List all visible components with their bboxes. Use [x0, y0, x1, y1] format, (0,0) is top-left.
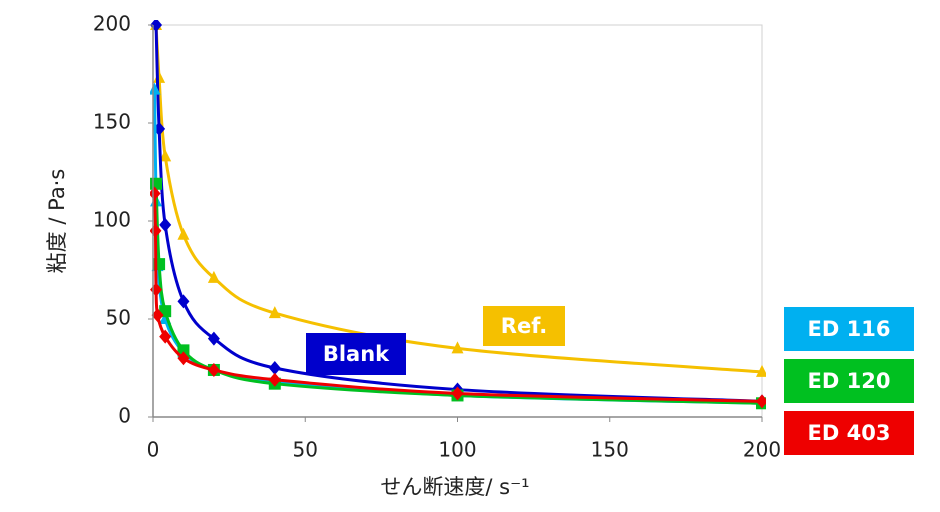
y-tick-label: 150	[93, 110, 131, 134]
series-line	[154, 183, 763, 405]
series-label: Ref.	[501, 314, 547, 338]
x-tick-label: 200	[743, 438, 781, 462]
marker	[150, 20, 163, 32]
marker	[268, 372, 281, 387]
y-axis-label: 粘度 / Pa·s	[45, 169, 69, 274]
y-tick-label: 0	[118, 404, 131, 428]
marker	[159, 149, 172, 162]
marker	[177, 344, 190, 357]
marker	[177, 351, 190, 366]
x-tick-label: 50	[293, 438, 318, 462]
y-tick-label: 100	[93, 208, 131, 232]
marker	[151, 308, 164, 323]
marker	[150, 177, 163, 190]
marker	[756, 364, 766, 377]
x-tick-label: 100	[438, 438, 476, 462]
series-label: ED 403	[808, 421, 891, 445]
series-label-box	[784, 411, 914, 455]
x-tick-label: 0	[147, 438, 160, 462]
series-label-box	[784, 359, 914, 403]
series-line	[154, 24, 763, 374]
marker	[451, 341, 464, 354]
series-line	[153, 193, 763, 403]
series-label: Blank	[323, 342, 390, 366]
marker	[159, 329, 172, 344]
marker	[207, 362, 220, 377]
marker	[159, 217, 172, 232]
series-label: ED 116	[808, 317, 891, 341]
y-tick-label: 200	[93, 12, 131, 36]
x-axis-label: せん断速度/ s⁻¹	[380, 475, 529, 499]
plot-area	[150, 20, 766, 410]
series-line	[153, 89, 763, 405]
marker	[207, 270, 220, 283]
marker	[268, 361, 281, 375]
marker	[177, 227, 190, 240]
series-label-box	[483, 306, 565, 346]
marker	[268, 306, 281, 319]
x-tick-label: 150	[591, 438, 629, 462]
marker	[451, 386, 464, 401]
marker	[150, 223, 162, 238]
marker	[756, 394, 766, 409]
marker	[177, 294, 190, 309]
series-label-box	[306, 333, 406, 375]
marker	[207, 331, 220, 346]
marker	[153, 70, 166, 83]
series-label: ED 120	[808, 369, 891, 393]
series-label-box	[784, 307, 914, 351]
y-tick-label: 50	[106, 306, 131, 330]
